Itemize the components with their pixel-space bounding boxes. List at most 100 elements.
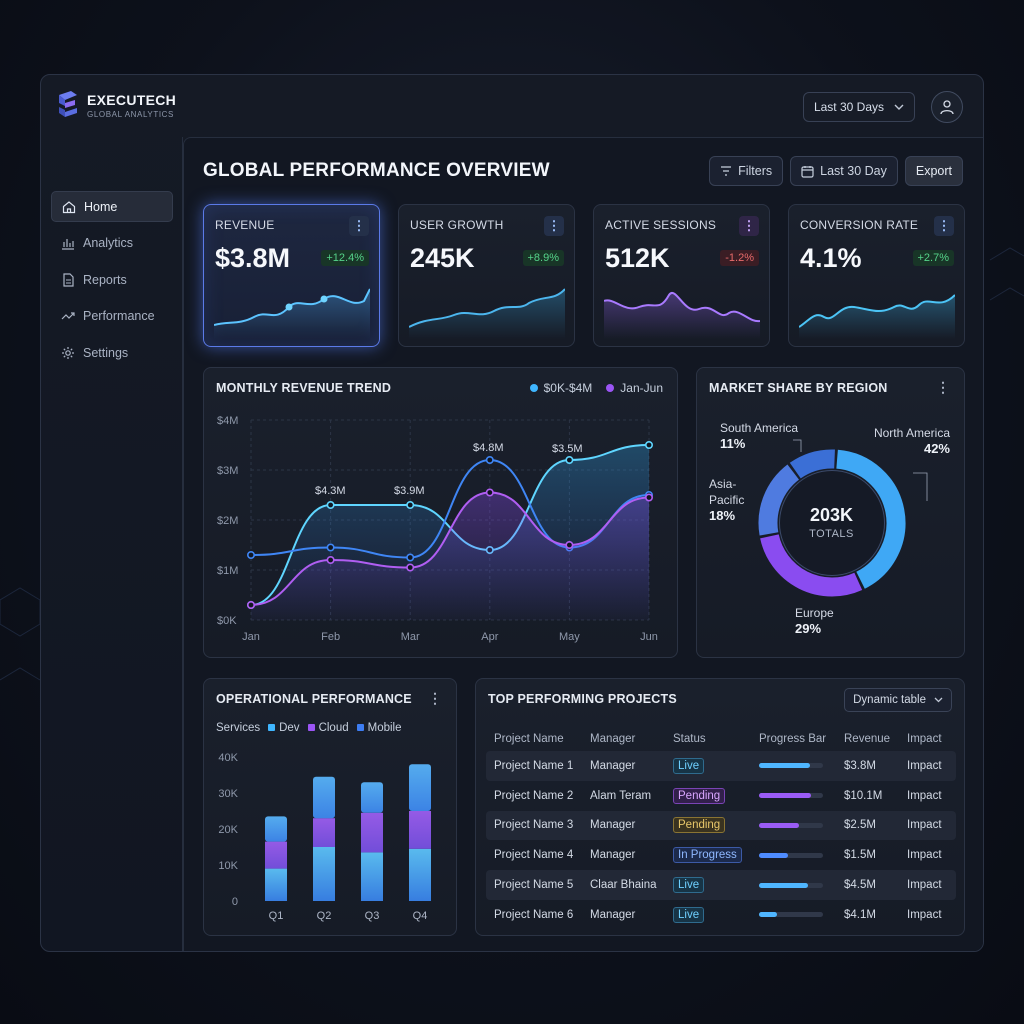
- progress-cell: [751, 900, 836, 930]
- data-point[interactable]: [246, 601, 255, 610]
- table-row[interactable]: Project Name 5 Claar Bhaina Live $4.5M Impac…: [486, 870, 956, 900]
- progress-bar: [759, 882, 823, 888]
- bar-segment[interactable]: [265, 841, 287, 869]
- region-pct: 42%: [923, 441, 950, 456]
- bar-segment[interactable]: [409, 811, 431, 849]
- data-point[interactable]: [326, 501, 335, 510]
- kpi-card-user-growth[interactable]: USER GROWTH ⋮ 245K +8.9%: [398, 204, 575, 347]
- column-header[interactable]: Status: [673, 733, 706, 745]
- market-share-donut[interactable]: [697, 368, 966, 659]
- brand[interactable]: EXECUTECH GLOBAL ANALYTICS: [57, 91, 176, 119]
- progress-bar-fill: [759, 793, 812, 799]
- donut-segment[interactable]: [789, 449, 835, 479]
- bar-segment[interactable]: [361, 812, 383, 853]
- date-filter-button[interactable]: Last 30 Day: [790, 156, 898, 186]
- more-options-icon[interactable]: ⋮: [544, 216, 564, 236]
- legend-item[interactable]: Dev: [268, 722, 300, 734]
- column-header[interactable]: Impact: [907, 733, 942, 745]
- sidebar-item-reports[interactable]: Reports: [51, 264, 173, 295]
- table-mode-select[interactable]: Dynamic table: [844, 688, 952, 712]
- table-row[interactable]: Project Name 3 Manager Pending $2.5M Impact: [486, 810, 956, 841]
- progress-bar-fill: [759, 882, 808, 888]
- data-point[interactable]: [246, 551, 255, 560]
- chart-annotation: $4.3M: [315, 485, 346, 497]
- kpi-value: 4.1%: [800, 243, 862, 273]
- kpi-label: REVENUE: [215, 218, 275, 232]
- data-point[interactable]: [644, 493, 653, 502]
- data-point[interactable]: [406, 501, 415, 510]
- column-header[interactable]: Progress Bar: [759, 733, 827, 745]
- date-range-select[interactable]: Last 30 Days: [802, 92, 915, 122]
- column-header[interactable]: Revenue: [844, 733, 891, 745]
- user-icon: [940, 100, 954, 115]
- bar-segment[interactable]: [265, 816, 287, 842]
- legend-item[interactable]: Mobile: [356, 722, 402, 734]
- revenue-trend-chart[interactable]: $0K $1M $2M $3M $4M Jan Feb Mar Apr May Jun: [204, 368, 679, 659]
- data-point[interactable]: [326, 543, 335, 552]
- bar-segment[interactable]: [265, 868, 287, 901]
- data-point[interactable]: [644, 441, 653, 450]
- bar-segment[interactable]: [361, 852, 383, 901]
- table-row[interactable]: Project Name 4 Manager In Progress $1.5M Imp…: [486, 840, 956, 870]
- data-point[interactable]: [565, 456, 574, 465]
- data-point[interactable]: [406, 563, 415, 572]
- revenue-cell: $4.5M: [836, 870, 899, 900]
- more-options-icon[interactable]: ⋮: [936, 379, 950, 395]
- more-options-icon[interactable]: ⋮: [739, 216, 759, 236]
- sidebar-item-performance[interactable]: Performance: [51, 301, 173, 332]
- bar-segment[interactable]: [409, 848, 431, 901]
- impact-cell: Impact: [899, 810, 956, 841]
- table-row[interactable]: Project Name 2 Alam Teram Pending $10.1M Imp…: [486, 781, 956, 811]
- sidebar-item-settings[interactable]: Settings: [51, 337, 173, 368]
- data-point[interactable]: [485, 456, 494, 465]
- legend-item[interactable]: Jan-Jun: [606, 381, 663, 395]
- impact-cell: Impact: [907, 849, 942, 862]
- sidebar-item-analytics[interactable]: Analytics: [51, 228, 173, 259]
- donut-segment[interactable]: [758, 464, 800, 536]
- bar-segment[interactable]: [313, 776, 335, 819]
- progress-cell: [751, 810, 836, 841]
- more-options-icon[interactable]: ⋮: [934, 216, 954, 236]
- bar-segment[interactable]: [409, 764, 431, 811]
- progress-bar: [759, 912, 823, 918]
- operational-performance-card: OPERATIONAL PERFORMANCE ⋮ Services Dev C…: [203, 678, 457, 936]
- data-point[interactable]: [485, 488, 494, 497]
- bar-segment[interactable]: [361, 782, 383, 813]
- table-row[interactable]: Project Name 1 Manager Live $3.8M Impact: [486, 751, 956, 781]
- sidebar-item-home[interactable]: Home: [51, 191, 173, 222]
- column-header[interactable]: Manager: [590, 733, 636, 745]
- kpi-card-revenue[interactable]: REVENUE ⋮ $3.8M +12.4%: [203, 204, 380, 347]
- donut-segment[interactable]: [760, 534, 863, 597]
- progress-bar: [759, 822, 823, 828]
- data-point[interactable]: [326, 556, 335, 565]
- impact-cell: Impact: [907, 789, 942, 802]
- table-row[interactable]: Project Name 6 Manager Live $4.1M Impact: [486, 900, 956, 930]
- bar-segment[interactable]: [313, 818, 335, 847]
- series-line[interactable]: [250, 491, 650, 606]
- chevron-down-icon: [894, 104, 904, 110]
- region-name: North America: [873, 426, 950, 440]
- date-range-select-label: Last 30 Days: [813, 100, 884, 114]
- card-title: OPERATIONAL PERFORMANCE: [216, 692, 412, 706]
- status-cell: Pending: [665, 781, 751, 811]
- donut-total-label: TOTALS: [809, 528, 854, 540]
- card-title: TOP PERFORMING PROJECTS: [488, 692, 677, 706]
- operational-bar-chart[interactable]: 0 10K 20K 30K 40K Q1 Q2 Q3 Q4: [204, 679, 458, 937]
- data-point[interactable]: [565, 541, 574, 550]
- kpi-card-conversion-rate[interactable]: CONVERSION RATE ⋮ 4.1% +2.7%: [788, 204, 965, 347]
- donut-segment[interactable]: [836, 449, 906, 589]
- more-options-icon[interactable]: ⋮: [349, 216, 369, 236]
- column-header[interactable]: Project Name: [494, 733, 564, 745]
- kpi-card-active-sessions[interactable]: ACTIVE SESSIONS ⋮ 512K -1.2%: [593, 204, 770, 347]
- bar-segment[interactable]: [313, 847, 335, 901]
- user-avatar-button[interactable]: [931, 91, 963, 123]
- data-point[interactable]: [406, 553, 415, 562]
- export-button[interactable]: Export: [904, 156, 963, 186]
- region-name: Asia-Pacific: [709, 477, 745, 507]
- manager-cell: Manager: [582, 810, 665, 841]
- legend-item[interactable]: Cloud: [307, 722, 349, 734]
- more-options-icon[interactable]: ⋮: [428, 690, 442, 706]
- kpi-value: 245K: [410, 243, 475, 273]
- filters-button[interactable]: Filters: [709, 156, 784, 186]
- legend-item[interactable]: $0K-$4M: [529, 381, 592, 395]
